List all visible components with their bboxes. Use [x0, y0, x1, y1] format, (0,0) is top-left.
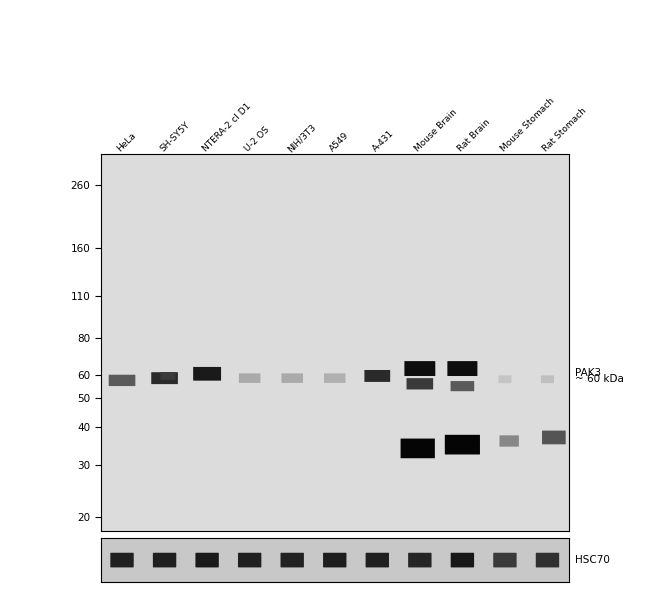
Text: Rat Stomach: Rat Stomach — [541, 106, 588, 154]
FancyBboxPatch shape — [323, 553, 346, 568]
FancyBboxPatch shape — [365, 370, 390, 382]
Text: U-2 OS: U-2 OS — [243, 125, 272, 154]
Text: ~ 60 kDa: ~ 60 kDa — [575, 374, 624, 384]
FancyBboxPatch shape — [493, 553, 517, 568]
FancyBboxPatch shape — [365, 553, 389, 568]
FancyBboxPatch shape — [109, 375, 135, 386]
FancyBboxPatch shape — [406, 378, 433, 390]
FancyBboxPatch shape — [193, 367, 221, 381]
FancyBboxPatch shape — [450, 381, 474, 391]
FancyBboxPatch shape — [196, 553, 219, 568]
FancyBboxPatch shape — [542, 431, 566, 444]
Text: HeLa: HeLa — [116, 131, 138, 154]
FancyBboxPatch shape — [161, 372, 176, 380]
FancyBboxPatch shape — [111, 553, 134, 568]
Text: NIH/3T3: NIH/3T3 — [286, 122, 318, 154]
FancyBboxPatch shape — [445, 435, 480, 454]
FancyBboxPatch shape — [499, 435, 519, 447]
FancyBboxPatch shape — [324, 374, 346, 383]
FancyBboxPatch shape — [408, 553, 432, 568]
Text: A-431: A-431 — [371, 129, 396, 154]
Text: NTERA-2 cl D1: NTERA-2 cl D1 — [201, 102, 253, 154]
FancyBboxPatch shape — [404, 361, 436, 376]
FancyBboxPatch shape — [153, 553, 176, 568]
FancyBboxPatch shape — [239, 374, 261, 383]
FancyBboxPatch shape — [536, 553, 559, 568]
FancyBboxPatch shape — [447, 361, 477, 376]
Text: HSC70: HSC70 — [575, 555, 610, 565]
Text: A549: A549 — [328, 131, 351, 154]
FancyBboxPatch shape — [499, 375, 512, 383]
FancyBboxPatch shape — [238, 553, 261, 568]
FancyBboxPatch shape — [281, 553, 304, 568]
FancyBboxPatch shape — [541, 375, 554, 383]
Text: Mouse Brain: Mouse Brain — [413, 108, 460, 154]
FancyBboxPatch shape — [151, 372, 178, 384]
FancyBboxPatch shape — [450, 553, 474, 568]
FancyBboxPatch shape — [281, 374, 303, 383]
Text: Mouse Stomach: Mouse Stomach — [499, 96, 556, 154]
Text: PAK3: PAK3 — [575, 368, 601, 378]
FancyBboxPatch shape — [400, 439, 435, 458]
Text: Rat Brain: Rat Brain — [456, 117, 492, 154]
Text: SH-SY5Y: SH-SY5Y — [158, 120, 192, 154]
